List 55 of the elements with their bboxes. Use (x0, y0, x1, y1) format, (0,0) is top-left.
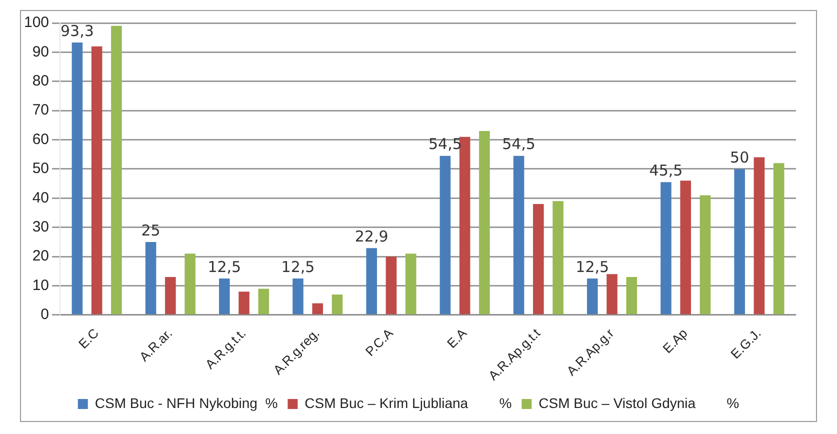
data-label: 12,5 (576, 258, 610, 276)
bar (165, 277, 176, 314)
data-label: 93,3 (60, 22, 94, 40)
bar (366, 248, 377, 314)
bar (513, 156, 524, 314)
y-tick-label: 30 (32, 218, 50, 236)
legend-label: CSM Buc - NFH Nykobing % (94, 394, 278, 411)
y-tick-label: 90 (32, 43, 50, 60)
bar (405, 254, 416, 314)
bar (552, 201, 564, 314)
y-tick-label: 10 (32, 276, 50, 294)
y-tick-label: 0 (40, 306, 50, 324)
y-tick-label: 80 (32, 72, 50, 90)
data-label: 12,5 (208, 258, 242, 276)
bar (606, 274, 618, 314)
bar (91, 46, 102, 314)
data-label: 50 (730, 148, 750, 166)
y-tick-label: 70 (32, 102, 50, 119)
x-tick-label: E.C (76, 326, 102, 352)
bar (258, 288, 270, 314)
bar (440, 156, 451, 314)
bar (386, 256, 397, 314)
bar (111, 26, 122, 314)
bar (479, 131, 490, 314)
data-label: 22,9 (354, 227, 388, 246)
bar (680, 180, 691, 314)
bar (312, 303, 324, 314)
bar (218, 278, 230, 314)
bar (72, 42, 83, 314)
y-tick-label: 60 (32, 130, 50, 148)
bar (332, 294, 343, 314)
bar (292, 278, 304, 314)
data-label: 12,5 (281, 258, 315, 276)
y-tick-label: 100 (24, 14, 50, 32)
bar (586, 278, 598, 314)
legend-label: CSM Buc – Krim Ljubliana % (304, 394, 512, 411)
bar (184, 254, 196, 314)
x-tick-label: E.A (444, 325, 470, 351)
bar (459, 136, 470, 314)
bar (700, 195, 711, 314)
bar (754, 157, 765, 314)
bar (533, 204, 544, 314)
bar (626, 277, 638, 314)
bar (734, 168, 745, 314)
bar (660, 182, 672, 314)
data-label: 45,5 (649, 162, 683, 180)
data-label: 25 (141, 221, 160, 240)
data-label: 54,5 (502, 135, 536, 154)
y-tick-label: 40 (32, 189, 50, 206)
bar (773, 163, 784, 314)
y-tick-label: 20 (32, 248, 50, 265)
legend-label: CSM Buc – Vistol Gdynia % (538, 394, 740, 411)
bar (145, 242, 156, 314)
bar (238, 292, 250, 314)
y-tick-label: 50 (32, 160, 50, 178)
